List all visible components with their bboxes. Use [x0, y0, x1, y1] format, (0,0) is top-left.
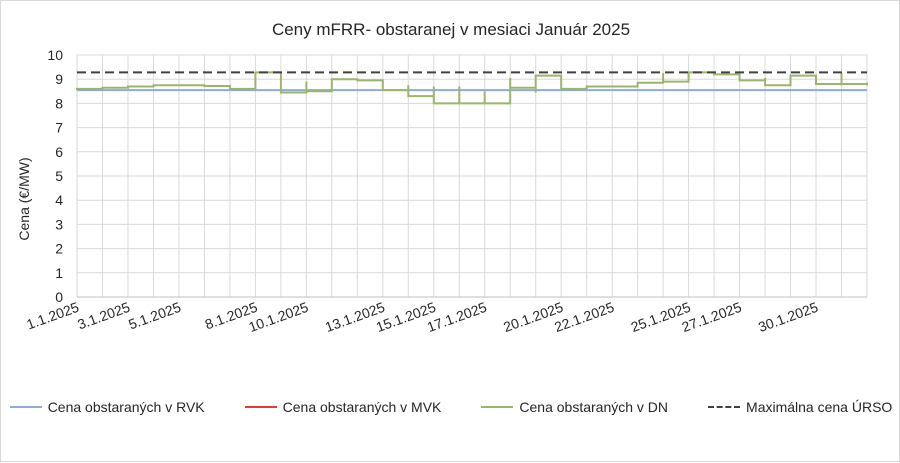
- legend-item: Cena obstaraných v MVK: [244, 399, 442, 415]
- chart-title: Ceny mFRR- obstaranej v mesiaci Január 2…: [271, 20, 631, 39]
- legend-item: Cena obstaraných v DN: [481, 399, 668, 415]
- y-tick-label: 5: [55, 168, 63, 184]
- x-tick-label: 22.1.2025: [552, 299, 616, 335]
- legend-swatch: [481, 406, 514, 408]
- legend-label: Cena obstaraných v MVK: [282, 399, 442, 415]
- y-tick-label: 4: [55, 192, 63, 208]
- legend-item: Cena obstaraných v RVK: [9, 399, 205, 415]
- y-tick-label: 1: [55, 265, 63, 281]
- series-lines: [76, 71, 868, 105]
- y-axis-label: Cena (€/MW): [16, 157, 32, 240]
- y-tick-label: 9: [55, 71, 63, 87]
- legend-label: Maximálna cena ÚRSO: [746, 399, 893, 415]
- y-tick-label: 10: [47, 47, 63, 63]
- series-line-2: [76, 71, 868, 105]
- y-tick-label: 6: [55, 144, 63, 160]
- legend-item: Maximálna cena ÚRSO: [708, 399, 892, 415]
- y-axis-ticks: 0 1 2 3 4 5 6 7 8 9 10: [47, 47, 63, 305]
- x-tick-label: 30.1.2025: [756, 299, 820, 335]
- legend: Cena obstaraných v RVK Cena obstaraných v…: [1, 399, 900, 415]
- legend-swatch: [708, 406, 741, 408]
- x-tick-label: 5.1.2025: [126, 299, 183, 333]
- x-tick-label: 27.1.2025: [680, 299, 744, 335]
- y-tick-label: 0: [55, 289, 63, 305]
- x-tick-label: 10.1.2025: [246, 299, 310, 335]
- y-tick-label: 8: [55, 95, 63, 111]
- y-tick-label: 3: [55, 216, 63, 232]
- x-tick-label: 3.1.2025: [75, 299, 132, 333]
- legend-swatch: [9, 406, 42, 408]
- x-tick-label: 17.1.2025: [425, 299, 489, 335]
- legend-label: Cena obstaraných v DN: [519, 399, 669, 415]
- x-tick-label: 1.1.2025: [24, 299, 81, 333]
- legend-label: Cena obstaraných v RVK: [47, 399, 205, 415]
- y-tick-label: 2: [55, 241, 63, 257]
- y-tick-label: 7: [55, 120, 63, 136]
- gridlines: [76, 54, 868, 298]
- legend-swatch: [244, 406, 277, 408]
